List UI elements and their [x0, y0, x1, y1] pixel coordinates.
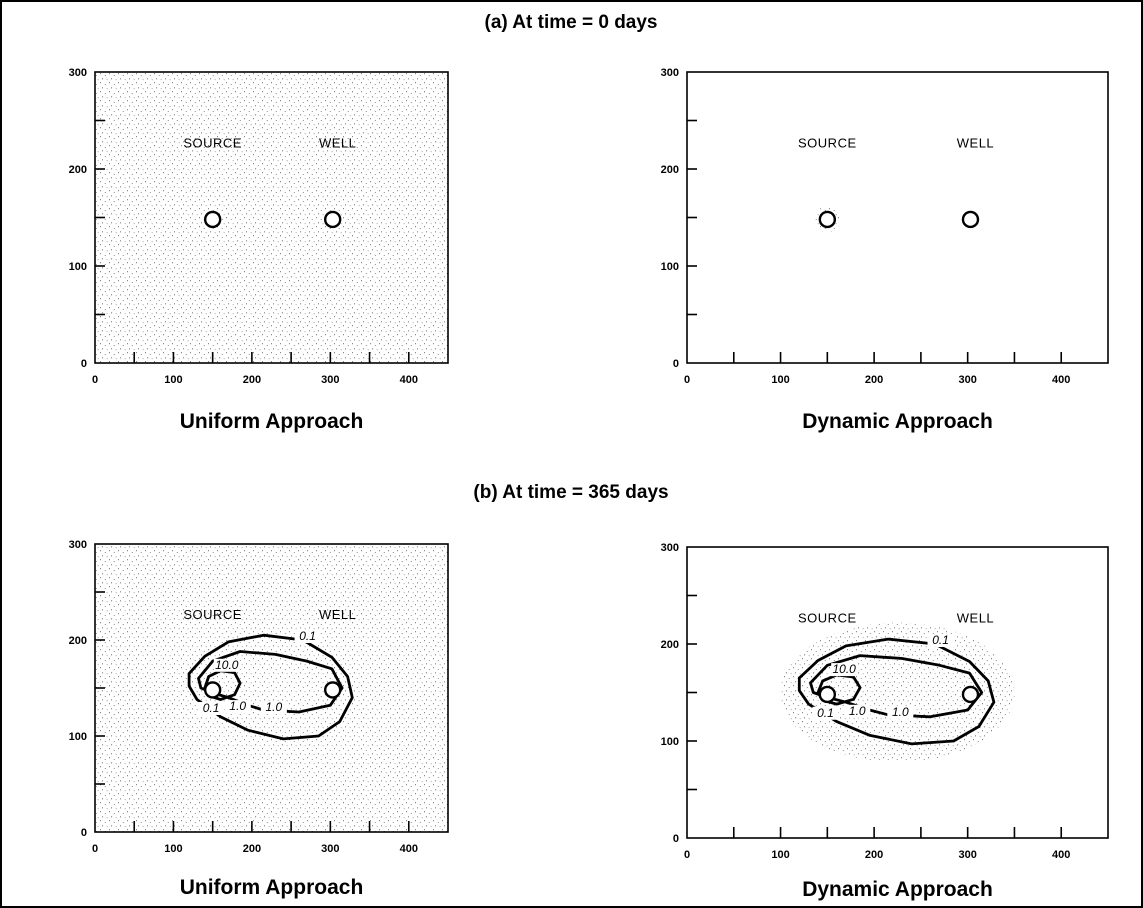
panel-caption: Uniform Approach [180, 876, 364, 899]
source-label: SOURCE [798, 136, 857, 151]
x-tick-label: 300 [958, 849, 976, 861]
y-tick-label: 0 [81, 358, 87, 370]
x-tick-label: 400 [400, 374, 418, 386]
contour-label-mask [224, 700, 251, 714]
section-a-title: (a) At time = 0 days [485, 12, 658, 33]
y-tick-label: 300 [69, 67, 87, 79]
panel-caption: Uniform Approach [180, 410, 364, 433]
panel-caption: Dynamic Approach [802, 410, 993, 433]
contour-label: 1.0 [229, 699, 246, 713]
x-tick-label: 300 [958, 374, 976, 386]
well-label: WELL [957, 136, 994, 151]
y-tick-label: 100 [661, 736, 679, 748]
x-tick-label: 100 [771, 849, 789, 861]
contour-label-mask [198, 702, 225, 715]
x-tick-label: 400 [1052, 374, 1070, 386]
y-tick-label: 300 [69, 539, 87, 551]
well-label: WELL [319, 607, 356, 622]
x-tick-label: 300 [321, 374, 339, 386]
x-tick-label: 0 [92, 843, 98, 855]
y-tick-label: 100 [69, 261, 87, 273]
panel-a-uniform: 0 100 200 300 400 0 100 200 300 SOURCE WELL Uniform… [69, 67, 449, 433]
source-marker [203, 681, 222, 699]
shaded-plume-zone [780, 622, 1015, 763]
source-label: SOURCE [183, 136, 242, 151]
contour-label-mask [812, 706, 839, 720]
panel-a-dynamic: 0 100 200 300 400 0 100 200 300 SOURCE WELL Dynamic… [661, 67, 1109, 433]
x-tick-label: 400 [400, 843, 418, 855]
well-label: WELL [319, 136, 356, 151]
x-tick-label: 200 [865, 374, 883, 386]
panel-b-uniform: 0 100 200 300 400 0 100 200 300 0.1 10.0 1.0 0.1 1.0 S… [69, 539, 449, 899]
y-tick-label: 100 [661, 261, 679, 273]
y-tick-label: 200 [69, 635, 87, 647]
contour-label-mask [844, 704, 871, 718]
y-tick-label: 200 [661, 164, 679, 176]
panel-b-dynamic: 0 100 200 300 400 0 100 200 300 0.1 10.0 1.0 0.1 1.0 S… [661, 542, 1109, 901]
section-b-title: (b) At time = 365 days [473, 482, 668, 503]
x-tick-label: 100 [164, 374, 182, 386]
x-tick-label: 0 [92, 374, 98, 386]
x-tick-label: 200 [243, 843, 261, 855]
x-tick-label: 0 [684, 849, 690, 861]
panel-caption: Dynamic Approach [802, 878, 993, 901]
source-marker [203, 210, 222, 229]
x-tick-label: 0 [684, 374, 690, 386]
contour-label: 10.0 [215, 658, 239, 672]
y-tick-label: 300 [661, 542, 679, 554]
contour-label-mask [927, 634, 954, 647]
y-tick-label: 100 [69, 731, 87, 743]
contour-label: 0.1 [203, 701, 220, 715]
contour-label-mask [294, 630, 321, 643]
shaded-domain [95, 72, 448, 363]
well-marker [961, 210, 980, 229]
contour-label: 1.0 [266, 700, 283, 714]
source-label: SOURCE [183, 607, 242, 622]
y-tick-label: 200 [661, 639, 679, 651]
x-tick-label: 200 [865, 849, 883, 861]
y-tick-label: 0 [673, 358, 679, 370]
contour-label-mask [213, 658, 240, 672]
contour-label: 0.1 [932, 633, 949, 647]
x-tick-label: 100 [771, 374, 789, 386]
contour-label-mask [260, 701, 287, 715]
shaded-domain [95, 544, 448, 832]
y-tick-label: 0 [673, 833, 679, 845]
x-tick-label: 300 [321, 843, 339, 855]
y-tick-label: 0 [81, 827, 87, 839]
contour-label-mask [887, 705, 914, 719]
source-label: SOURCE [798, 611, 857, 626]
x-tick-label: 400 [1052, 849, 1070, 861]
well-marker [323, 681, 342, 699]
contour-label: 0.1 [299, 629, 316, 643]
well-marker [961, 685, 980, 704]
contour-label: 1.0 [849, 704, 866, 718]
y-tick-label: 300 [661, 67, 679, 79]
source-marker [818, 210, 837, 229]
contour-label-mask [831, 663, 858, 677]
contour-label: 10.0 [832, 662, 856, 676]
y-tick-label: 200 [69, 164, 87, 176]
x-tick-label: 200 [243, 374, 261, 386]
well-label: WELL [957, 611, 994, 626]
contour-label: 1.0 [892, 705, 909, 719]
x-tick-label: 100 [164, 843, 182, 855]
well-marker [323, 210, 342, 229]
source-marker [818, 685, 837, 704]
contour-label: 0.1 [817, 706, 834, 720]
